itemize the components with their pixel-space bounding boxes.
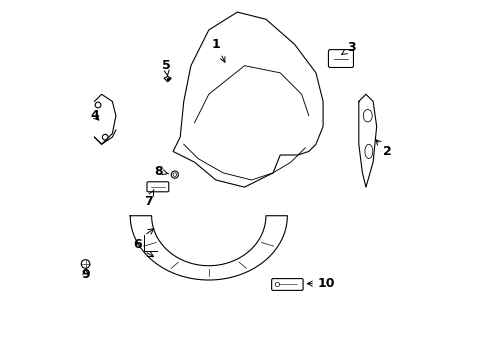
Text: 7: 7: [143, 190, 154, 208]
Text: 5: 5: [161, 59, 170, 76]
Text: 10: 10: [306, 277, 335, 290]
Text: 1: 1: [211, 38, 224, 62]
Text: 9: 9: [81, 268, 90, 281]
Text: 6: 6: [133, 238, 142, 251]
Text: 4: 4: [90, 109, 99, 122]
Text: 3: 3: [341, 41, 355, 54]
Text: 2: 2: [375, 140, 391, 158]
Text: 8: 8: [154, 165, 168, 177]
